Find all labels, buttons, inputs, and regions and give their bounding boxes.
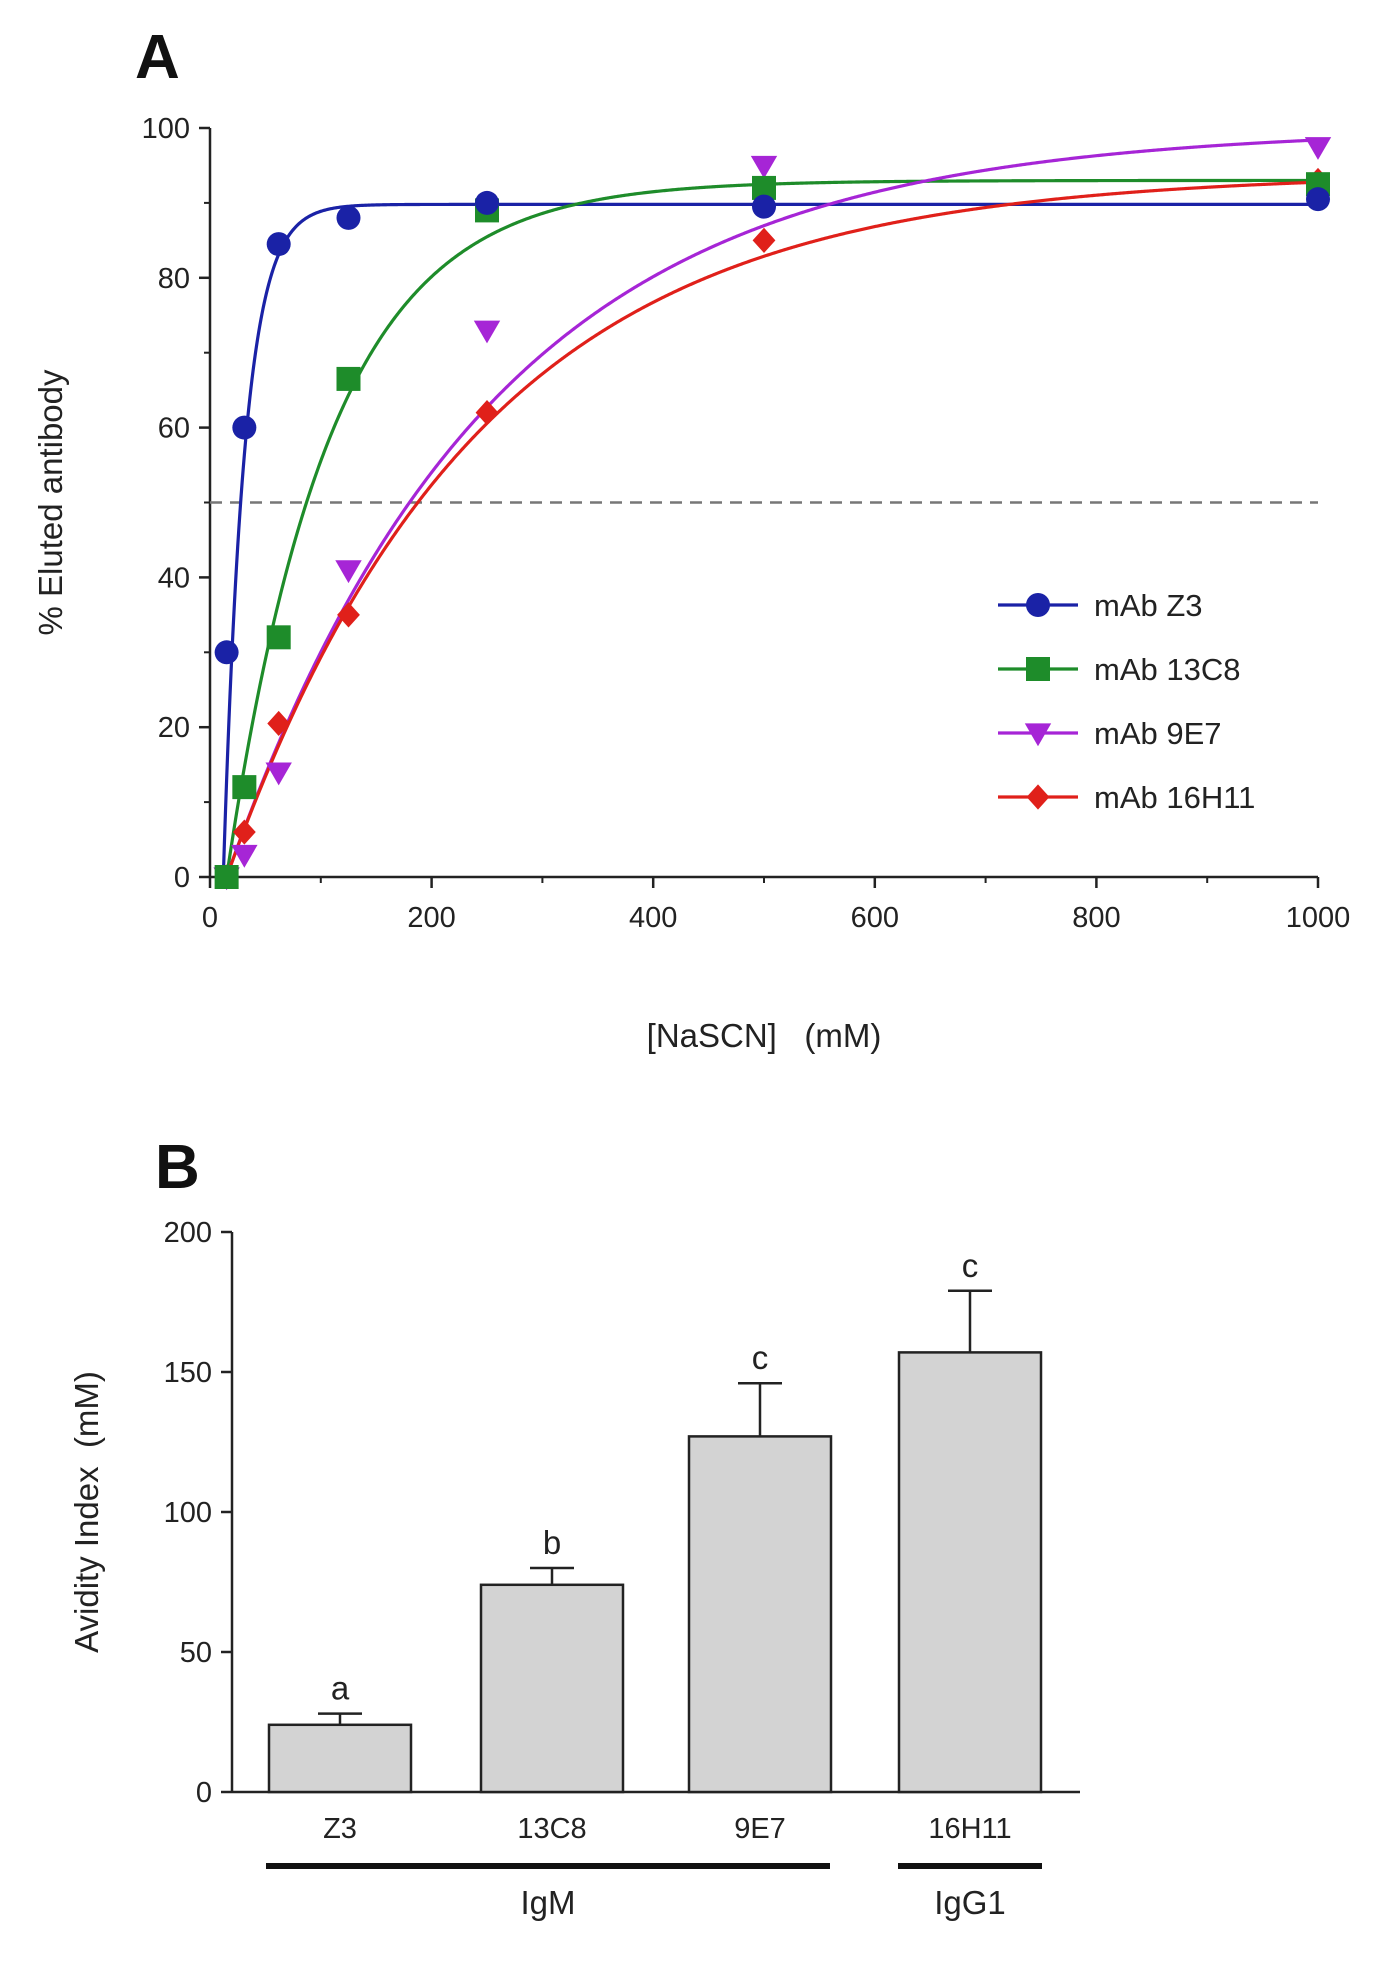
bar-13C8 <box>479 1583 625 1794</box>
data-point-s2-1 <box>231 844 258 868</box>
legend-label-1: mAb 13C8 <box>1094 652 1240 687</box>
panel-a-x-axis-title: [NaSCN] (mM) <box>647 1017 882 1054</box>
panel-a: A 0 200 400 600 800 1000 0 20 40 60 80 100 [NaSCN] … <box>32 23 1350 1054</box>
bar-Z3 <box>267 1723 413 1794</box>
x-tick-label: 200 <box>407 902 455 934</box>
significance-letter-13C8: b <box>543 1524 561 1561</box>
panel-a-y-axis-title: % Eluted antibody <box>32 369 69 636</box>
data-point-s3-3 <box>337 602 360 628</box>
data-point-s0-1 <box>232 415 257 440</box>
y-tick-label: 60 <box>158 413 190 445</box>
y-tick-label: 40 <box>158 562 190 594</box>
data-point-s2-6 <box>1304 137 1332 160</box>
y-tick-label: 0 <box>174 862 190 894</box>
panel-b-tick-labels: 0 50 100 150 200 Z3 13C8 9E7 16H11 <box>164 1217 1012 1845</box>
category-label-9E7: 9E7 <box>734 1813 786 1845</box>
panel-b-label: B <box>155 1133 200 1202</box>
isotype-groups: IgM IgG1 <box>266 1863 1042 1921</box>
data-point-s2-4 <box>473 320 501 344</box>
significance-letters: a b c c <box>331 1247 978 1707</box>
legend-marker-1 <box>1026 657 1050 681</box>
x-tick-label: 600 <box>851 902 899 934</box>
fit-curve-0 <box>221 202 1318 878</box>
y-tick-label: 100 <box>142 113 190 145</box>
legend: mAb Z3 mAb 13C8 mAb 9E7 mAb 16H11 <box>998 588 1255 815</box>
legend-label-2: mAb 9E7 <box>1094 716 1222 751</box>
legend-label-3: mAb 16H11 <box>1094 780 1255 815</box>
category-label-Z3: Z3 <box>323 1813 357 1845</box>
data-point-s1-3 <box>336 366 361 391</box>
significance-letter-9E7: c <box>752 1339 769 1376</box>
fit-curve-3 <box>225 180 1319 878</box>
group-label-1: IgG1 <box>934 1884 1006 1921</box>
category-label-13C8: 13C8 <box>517 1813 586 1845</box>
data-point-s2-5 <box>750 155 778 179</box>
data-points <box>213 137 1332 891</box>
data-point-s1-0 <box>214 865 239 889</box>
data-point-s0-6 <box>1306 187 1330 212</box>
panel-a-tick-labels: 0 200 400 600 800 1000 0 20 40 60 80 100 <box>142 113 1351 934</box>
data-point-s3-5 <box>752 227 776 253</box>
panel-b: B 0 50 100 150 200 Z3 13C8 9E7 16H11 Avidity Ind… <box>68 1133 1080 1921</box>
panel-a-label: A <box>135 23 180 92</box>
legend-marker-2 <box>1024 723 1052 747</box>
bars <box>267 1351 1043 1794</box>
fit-curves <box>221 138 1319 878</box>
x-tick-label: 400 <box>629 902 677 934</box>
data-point-s0-0 <box>214 640 239 665</box>
legend-marker-0 <box>1026 593 1050 617</box>
x-tick-label: 0 <box>202 902 218 934</box>
data-point-s3-4 <box>475 400 499 426</box>
legend-marker-3 <box>1026 784 1050 810</box>
significance-letter-16H11: c <box>962 1247 979 1284</box>
panel-a-axes <box>199 126 1320 888</box>
y-tick-label: 20 <box>158 712 190 744</box>
data-point-s1-2 <box>266 625 291 650</box>
error-bars <box>318 1289 992 1725</box>
data-point-s0-4 <box>475 190 499 215</box>
category-label-16H11: 16H11 <box>928 1813 1011 1845</box>
panel-b-y-axis-title: Avidity Index (mM) <box>68 1371 105 1653</box>
bar-16H11 <box>897 1351 1043 1794</box>
y-tick-label: 80 <box>158 263 190 295</box>
data-point-s2-3 <box>335 560 362 584</box>
b-y-tick-label: 0 <box>196 1777 212 1809</box>
data-point-s0-3 <box>336 205 361 230</box>
x-tick-label: 800 <box>1072 902 1120 934</box>
data-point-s1-1 <box>232 775 257 800</box>
data-point-s2-2 <box>265 762 292 786</box>
data-point-s3-2 <box>267 710 291 737</box>
b-y-tick-label: 100 <box>164 1497 212 1529</box>
legend-label-0: mAb Z3 <box>1094 588 1203 623</box>
data-point-s3-1 <box>232 819 256 845</box>
group-label-0: IgM <box>520 1884 575 1921</box>
b-y-tick-label: 50 <box>180 1637 212 1669</box>
b-y-tick-label: 200 <box>164 1217 212 1249</box>
b-y-tick-label: 150 <box>164 1357 212 1389</box>
significance-letter-Z3: a <box>331 1670 350 1707</box>
fit-curve-2 <box>225 138 1319 878</box>
x-tick-label: 1000 <box>1286 902 1351 934</box>
data-point-s0-2 <box>266 232 291 257</box>
data-point-s0-5 <box>752 194 776 219</box>
bar-9E7 <box>687 1435 833 1794</box>
